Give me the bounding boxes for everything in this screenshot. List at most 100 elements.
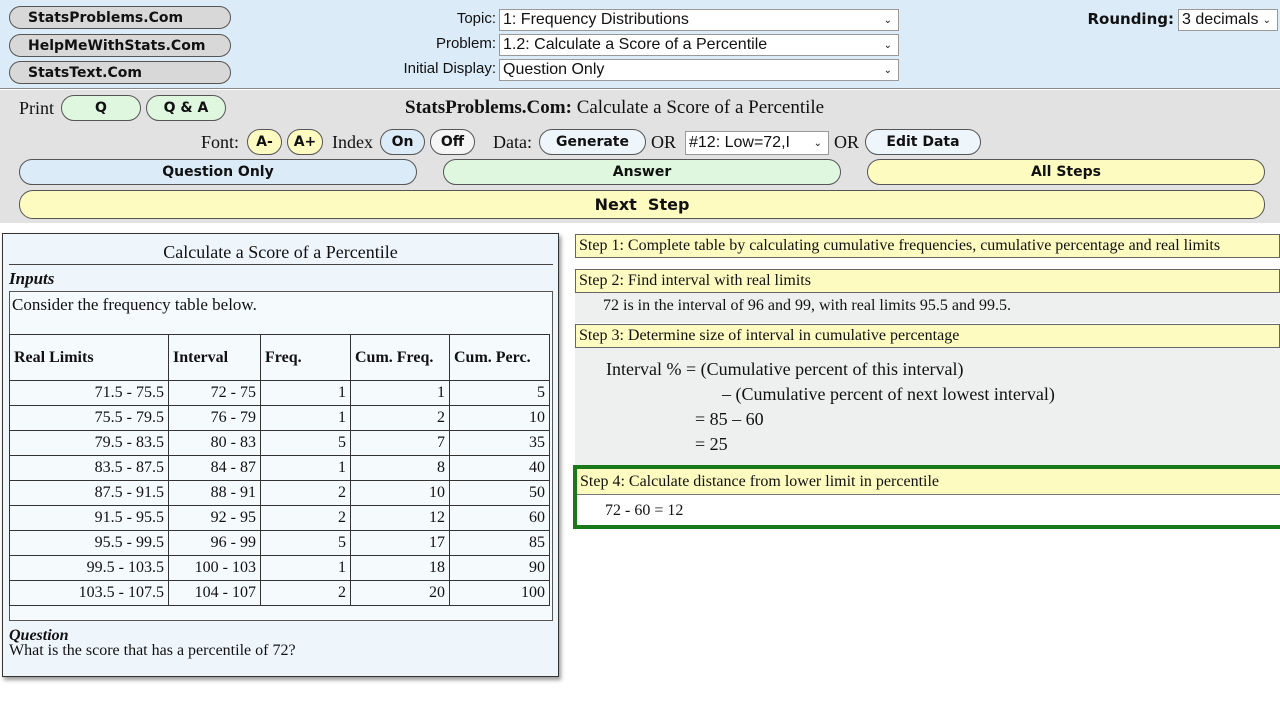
rounding-label: Rounding: bbox=[1087, 10, 1174, 28]
inputs-heading: Inputs bbox=[9, 269, 55, 288]
table-cell: 10 bbox=[350, 480, 450, 506]
table-cell: 76 - 79 bbox=[168, 405, 261, 431]
rounding-value: 3 decimals bbox=[1182, 11, 1259, 28]
table-row: 87.5 - 91.5 88 - 91 2 10 50 bbox=[9, 480, 550, 506]
table-cell: 2 bbox=[260, 480, 351, 506]
formula-line: – (Cumulative percent of next lowest int… bbox=[722, 384, 1055, 404]
table-row: 91.5 - 95.5 92 - 95 2 12 60 bbox=[9, 505, 550, 531]
table-cell: 99.5 - 103.5 bbox=[9, 555, 169, 581]
link-statsproblems[interactable]: StatsProblems.Com bbox=[9, 6, 231, 29]
question-text: What is the score that has a percentile … bbox=[9, 642, 296, 659]
table-cell: 92 - 95 bbox=[168, 505, 261, 531]
table-cell: 96 - 99 bbox=[168, 530, 261, 556]
table-cell: 88 - 91 bbox=[168, 480, 261, 506]
table-cell: 2 bbox=[260, 505, 351, 531]
font-label: Font: bbox=[201, 132, 240, 152]
table-cell: 60 bbox=[449, 505, 550, 531]
page-title: StatsProblems.Com: Calculate a Score of … bbox=[405, 97, 824, 119]
table-row: 79.5 - 83.5 80 - 83 5 7 35 bbox=[9, 430, 550, 456]
chevron-down-icon: ⌄ bbox=[883, 64, 892, 76]
step-3-header[interactable]: Step 3: Determine size of interval in cu… bbox=[575, 324, 1280, 348]
display-select[interactable]: Question Only ⌄ bbox=[499, 59, 899, 81]
font-increase-button[interactable]: A+ bbox=[287, 129, 323, 155]
link-statstext[interactable]: StatsText.Com bbox=[9, 61, 231, 84]
topic-select[interactable]: 1: Frequency Distributions ⌄ bbox=[499, 9, 899, 31]
table-cell: 79.5 - 83.5 bbox=[9, 430, 169, 456]
table-cell: 100 - 103 bbox=[168, 555, 261, 581]
table-row: 99.5 - 103.5 100 - 103 1 18 90 bbox=[9, 555, 550, 581]
chevron-down-icon: ⌄ bbox=[1262, 14, 1271, 26]
display-value: Question Only bbox=[503, 61, 605, 78]
table-row: 95.5 - 99.5 96 - 99 5 17 85 bbox=[9, 530, 550, 556]
step-4-header[interactable]: Step 4: Calculate distance from lower li… bbox=[577, 469, 1280, 495]
topic-value: 1: Frequency Distributions bbox=[503, 11, 689, 28]
or-label: OR bbox=[834, 132, 860, 152]
question-only-button[interactable]: Question Only bbox=[19, 159, 417, 185]
step-2-header[interactable]: Step 2: Find interval with real limits bbox=[575, 269, 1280, 293]
table-cell: 72 - 75 bbox=[168, 380, 261, 406]
table-cell: 1 bbox=[260, 555, 351, 581]
index-off-button[interactable]: Off bbox=[430, 129, 475, 155]
table-cell: 80 - 83 bbox=[168, 430, 261, 456]
table-cell: 104 - 107 bbox=[168, 580, 261, 606]
table-row: 71.5 - 75.5 72 - 75 1 1 5 bbox=[9, 380, 550, 406]
table-cell: 1 bbox=[260, 380, 351, 406]
problem-value: 1.2: Calculate a Score of a Percentile bbox=[503, 36, 768, 53]
step-4-active: Step 4: Calculate distance from lower li… bbox=[573, 465, 1280, 529]
table-cell: 5 bbox=[260, 530, 351, 556]
table-cell: 12 bbox=[350, 505, 450, 531]
problem-select[interactable]: 1.2: Calculate a Score of a Percentile ⌄ bbox=[499, 34, 899, 56]
table-cell: 17 bbox=[350, 530, 450, 556]
table-cell: 40 bbox=[449, 455, 550, 481]
col-header: Interval bbox=[168, 334, 261, 381]
table-cell: 2 bbox=[260, 580, 351, 606]
step-2-body: 72 is in the interval of 96 and 99, with… bbox=[575, 293, 1280, 323]
site-header: StatsProblems.Com HelpMeWithStats.Com St… bbox=[0, 0, 1280, 89]
dataset-value: #12: Low=72,I bbox=[689, 134, 790, 151]
rounding-select[interactable]: 3 decimals ⌄ bbox=[1178, 9, 1278, 31]
next-step-button[interactable]: Next Step bbox=[19, 190, 1265, 219]
print-label: Print bbox=[19, 98, 55, 118]
table-row: 83.5 - 87.5 84 - 87 1 8 40 bbox=[9, 455, 550, 481]
formula-line: = 25 bbox=[695, 434, 728, 454]
table-cell: 71.5 - 75.5 bbox=[9, 380, 169, 406]
all-steps-button[interactable]: All Steps bbox=[867, 159, 1265, 185]
table-cell: 95.5 - 99.5 bbox=[9, 530, 169, 556]
dataset-select[interactable]: #12: Low=72,I ⌄ bbox=[685, 131, 829, 155]
table-row: 103.5 - 107.5 104 - 107 2 20 100 bbox=[9, 580, 550, 606]
generate-button[interactable]: Generate bbox=[539, 129, 646, 155]
table-cell: 84 - 87 bbox=[168, 455, 261, 481]
table-cell: 85 bbox=[449, 530, 550, 556]
display-label: Initial Display: bbox=[403, 60, 496, 77]
table-cell: 35 bbox=[449, 430, 550, 456]
chevron-down-icon: ⌄ bbox=[883, 39, 892, 51]
table-cell: 2 bbox=[350, 405, 450, 431]
col-header: Cum. Perc. bbox=[449, 334, 550, 381]
font-decrease-button[interactable]: A- bbox=[247, 129, 282, 155]
topic-label: Topic: bbox=[456, 10, 496, 27]
table-row: 75.5 - 79.5 76 - 79 1 2 10 bbox=[9, 405, 550, 431]
edit-data-button[interactable]: Edit Data bbox=[865, 129, 981, 155]
col-header: Cum. Freq. bbox=[350, 334, 450, 381]
data-label: Data: bbox=[493, 132, 532, 152]
table-cell: 75.5 - 79.5 bbox=[9, 405, 169, 431]
question-heading: Question bbox=[9, 627, 69, 644]
table-cell: 5 bbox=[449, 380, 550, 406]
step-1-header[interactable]: Step 1: Complete table by calculating cu… bbox=[575, 234, 1280, 258]
title-brand: StatsProblems.Com: bbox=[405, 97, 572, 118]
index-on-button[interactable]: On bbox=[380, 129, 425, 155]
print-qa-button[interactable]: Q & A bbox=[146, 95, 226, 121]
index-label: Index bbox=[332, 132, 373, 152]
answer-button[interactable]: Answer bbox=[443, 159, 841, 185]
print-q-button[interactable]: Q bbox=[61, 95, 141, 121]
table-cell: 90 bbox=[449, 555, 550, 581]
col-header: Freq. bbox=[260, 334, 351, 381]
table-cell: 1 bbox=[260, 405, 351, 431]
table-cell: 18 bbox=[350, 555, 450, 581]
link-helpmewithstats[interactable]: HelpMeWithStats.Com bbox=[9, 34, 231, 57]
table-cell: 100 bbox=[449, 580, 550, 606]
or-label: OR bbox=[651, 132, 677, 152]
table-cell: 1 bbox=[350, 380, 450, 406]
formula-line: Interval % = (Cumulative percent of this… bbox=[606, 359, 964, 379]
table-cell: 50 bbox=[449, 480, 550, 506]
